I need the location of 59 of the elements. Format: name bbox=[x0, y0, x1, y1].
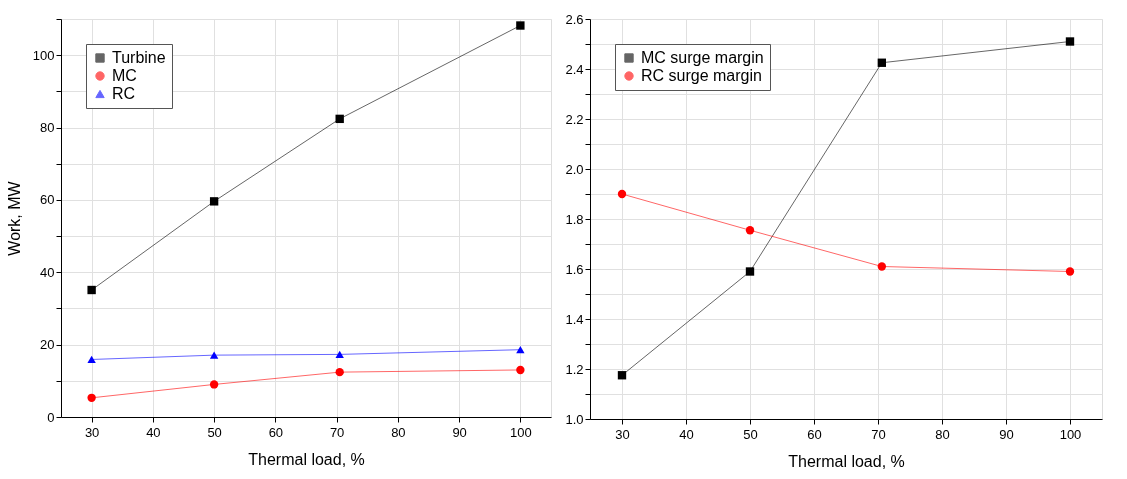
x-axis-title: Thermal load, % bbox=[248, 450, 365, 468]
point bbox=[516, 21, 525, 30]
x-tick-label: 90 bbox=[999, 426, 1014, 442]
point bbox=[745, 267, 755, 276]
y-tick-label: 100 bbox=[32, 47, 55, 63]
x-tick-label: 60 bbox=[807, 426, 822, 442]
x-tick-label: 70 bbox=[329, 424, 345, 440]
point bbox=[335, 350, 344, 359]
point bbox=[335, 114, 344, 124]
x-tick-label: 50 bbox=[207, 424, 222, 440]
legend-label: MC surge margin bbox=[641, 49, 764, 66]
legend-label: RC bbox=[112, 85, 136, 102]
x-tick-label: 60 bbox=[268, 424, 284, 440]
y-tick-label: 1.6 bbox=[565, 261, 584, 277]
x-tick-label: 100 bbox=[510, 424, 532, 440]
y-tick-label: 80 bbox=[40, 120, 55, 136]
point bbox=[516, 365, 525, 375]
x-tick-label: 80 bbox=[391, 424, 406, 440]
point bbox=[1065, 267, 1075, 276]
point bbox=[1065, 37, 1075, 46]
y-tick-label: 2.6 bbox=[565, 11, 584, 27]
point bbox=[87, 393, 96, 402]
y-tick-label: 40 bbox=[40, 264, 55, 280]
point bbox=[209, 380, 219, 389]
point bbox=[87, 285, 96, 295]
x-tick-label: 30 bbox=[615, 426, 630, 442]
legend-label: Turbine bbox=[112, 49, 166, 66]
point bbox=[516, 346, 525, 354]
y-tick-label: 1.2 bbox=[565, 361, 584, 377]
x-axis-title: Thermal load, % bbox=[788, 452, 905, 470]
x-tick-label: 90 bbox=[452, 424, 467, 440]
y-axis-title: Work, MW bbox=[5, 180, 23, 256]
point bbox=[209, 197, 219, 206]
point bbox=[617, 371, 627, 380]
y-tick-label: 0 bbox=[47, 409, 55, 425]
y-tick-label: 2.0 bbox=[565, 161, 584, 177]
legend-label: RC surge margin bbox=[641, 67, 762, 84]
y-tick-label: 2.2 bbox=[565, 111, 584, 127]
x-tick-label: 100 bbox=[1059, 426, 1082, 442]
point bbox=[877, 262, 887, 271]
x-tick-label: 30 bbox=[84, 424, 100, 440]
y-tick-label: 20 bbox=[40, 337, 55, 353]
y-tick-label: 2.4 bbox=[565, 61, 584, 77]
point bbox=[335, 367, 344, 377]
x-tick-label: 80 bbox=[935, 426, 950, 442]
x-tick-label: 40 bbox=[146, 424, 161, 440]
y-tick-label: 1.0 bbox=[565, 411, 584, 427]
point bbox=[877, 58, 887, 67]
point bbox=[745, 226, 755, 235]
y-tick-label: 1.4 bbox=[565, 311, 584, 327]
point bbox=[87, 355, 96, 364]
y-tick-label: 1.8 bbox=[565, 211, 584, 227]
x-tick-label: 70 bbox=[871, 426, 886, 442]
x-tick-label: 50 bbox=[743, 426, 758, 442]
point bbox=[617, 189, 627, 199]
x-tick-label: 40 bbox=[679, 426, 694, 442]
point bbox=[209, 351, 219, 359]
y-tick-label: 60 bbox=[40, 192, 55, 208]
legend-label: MC bbox=[112, 67, 137, 84]
